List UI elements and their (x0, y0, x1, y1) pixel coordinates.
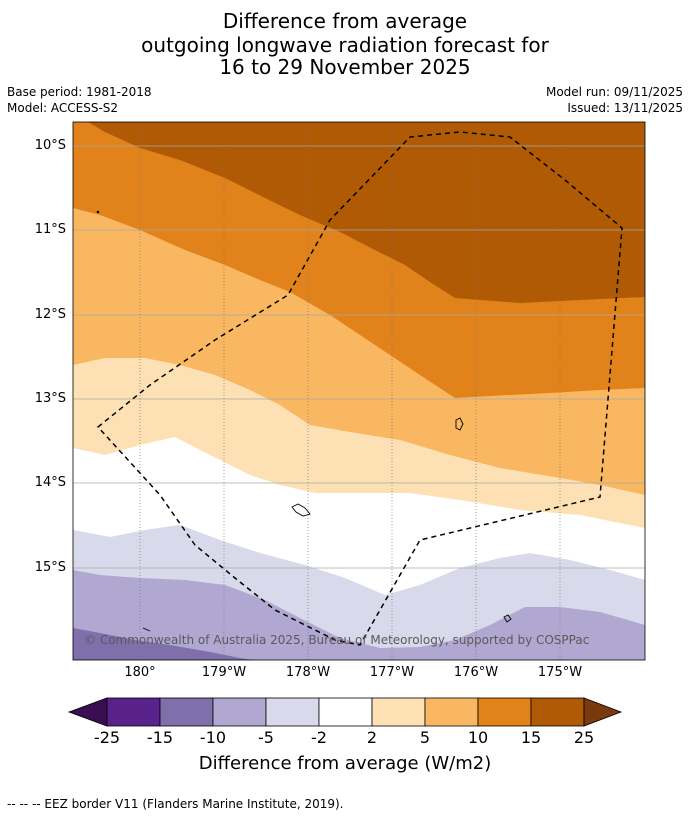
colorbar-tick-label: -25 (93, 728, 121, 747)
model-name: Model: ACCESS-S2 (7, 101, 119, 115)
colorbar-bin-10-15 (477, 697, 532, 727)
colorbar-bin-15-25 (530, 697, 585, 727)
band-minus10-to-minus5 (73, 570, 645, 660)
title-line-1: Difference from average (222, 9, 468, 33)
lat-label: 14°S (34, 475, 66, 490)
model-run: Model run: 09/11/2025 (545, 85, 683, 99)
island-futuna (291, 503, 311, 517)
colorbar-bin-minus25-minus15 (106, 697, 161, 727)
map-contours (73, 122, 645, 660)
map-frame (72, 121, 646, 661)
title-line-2: outgoing longwave radiation forecast for (141, 33, 549, 57)
island-small-west (142, 627, 151, 632)
colorbar-bin-2-5 (371, 697, 426, 727)
colorbar-tick-label: -10 (199, 728, 227, 747)
title-line-3: 16 to 29 November 2025 (219, 55, 471, 79)
colorbar-above-max (583, 697, 623, 727)
colorbar-tick-label: -15 (146, 728, 174, 747)
colorbar (67, 697, 623, 727)
colorbar-bin-minus5-minus2 (265, 697, 320, 727)
lon-label: 178°W (285, 665, 331, 680)
colorbar-bin-minus10-minus5 (212, 697, 267, 727)
island-niuafoou (503, 614, 512, 623)
lon-label: 180° (124, 665, 156, 680)
lat-label: 13°S (34, 391, 66, 406)
colorbar-title: Difference from average (W/m2) (198, 753, 492, 774)
colorbar-tick-label: 5 (419, 728, 431, 747)
lat-label: 10°S (34, 138, 66, 153)
lat-label: 11°S (34, 222, 66, 237)
issued-date: Issued: 13/11/2025 (567, 101, 683, 115)
island-wallis (455, 417, 464, 431)
copyright-notice: © Commonwealth of Australia 2025, Bureau… (84, 633, 590, 647)
colorbar-tick-label: 15 (520, 728, 542, 747)
island-tiny-north (96, 210, 100, 214)
band-minus15-to-minus10 (73, 628, 255, 660)
colorbar-tick-label: -5 (258, 728, 274, 747)
colorbar-tick-label: 25 (573, 728, 595, 747)
lat-label: 15°S (34, 560, 66, 575)
colorbar-bin-minus2-2 (318, 697, 373, 727)
colorbar-bin-5-10 (424, 697, 479, 727)
lat-label: 12°S (34, 307, 66, 322)
eez-border (96, 131, 623, 646)
latitude-gridlines (73, 145, 645, 569)
colorbar-bin-minus15-minus10 (159, 697, 214, 727)
colorbar-tick-label: 2 (366, 728, 378, 747)
eez-footnote: -- -- -- EEZ border V11 (Flanders Marine… (7, 797, 344, 811)
base-period: Base period: 1981-2018 (7, 85, 152, 99)
colorbar-below-min (67, 697, 108, 727)
colorbar-tick-label: 10 (467, 728, 489, 747)
islands (96, 210, 512, 632)
colorbar-tick-label: -2 (311, 728, 327, 747)
lon-label: 176°W (453, 665, 499, 680)
lon-label: 177°W (369, 665, 415, 680)
lon-label: 175°W (537, 665, 583, 680)
lon-label: 179°W (201, 665, 247, 680)
